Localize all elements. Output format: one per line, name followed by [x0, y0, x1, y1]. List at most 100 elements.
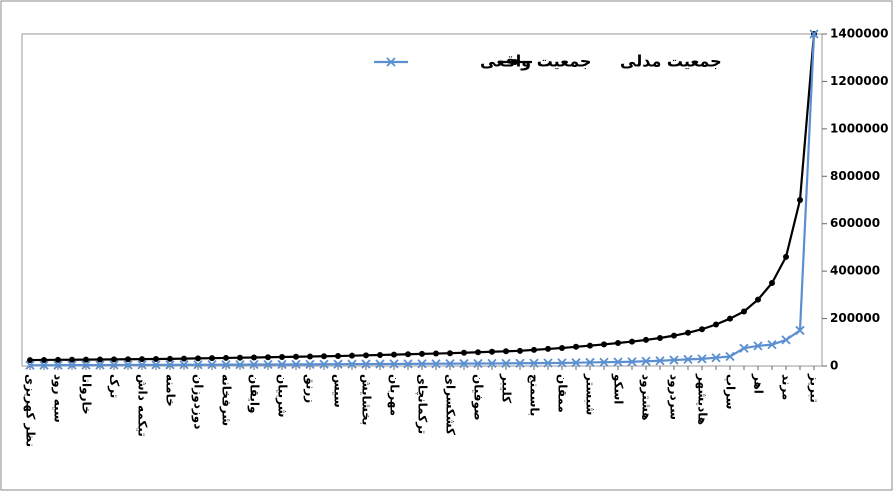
point: [529, 358, 539, 368]
point: [459, 358, 469, 369]
point: [25, 360, 35, 370]
point: [515, 358, 525, 368]
x-tick-label: شبستر: [584, 373, 598, 415]
point: [67, 360, 77, 370]
x-tick-label: ترک: [108, 374, 122, 398]
point: [223, 354, 229, 361]
point: [711, 353, 721, 363]
point: [741, 308, 747, 315]
x-tick-label: تبریز: [808, 373, 822, 403]
x-tick-label: اسکو: [611, 373, 626, 404]
point: [221, 359, 231, 370]
y-tick-label: 200000: [830, 311, 880, 325]
point: [809, 29, 819, 39]
x-tick-label: تیکمه داش: [136, 374, 150, 437]
point: [781, 335, 791, 345]
point: [95, 360, 105, 370]
point: [125, 356, 131, 363]
point: [755, 296, 761, 303]
point: [55, 356, 61, 363]
point: [195, 355, 201, 362]
point: [685, 329, 691, 336]
x-tick-label: هشترود: [639, 374, 654, 421]
point: [279, 353, 285, 360]
point: [151, 360, 161, 370]
y-tick-label: 600000: [830, 216, 880, 230]
y-tick-label: 400000: [830, 264, 880, 278]
point: [557, 358, 567, 368]
y-tick-label: 0: [830, 359, 838, 373]
point: [627, 357, 637, 367]
x-tick-label: زرنق: [304, 374, 318, 403]
point: [27, 357, 33, 364]
point: [713, 321, 719, 328]
point: [81, 360, 91, 370]
x-tick-label: شرفخانه: [220, 374, 234, 426]
x-tick-label: شربیان: [276, 374, 290, 417]
point: [601, 341, 607, 348]
point: [487, 358, 497, 369]
point: [111, 356, 117, 363]
point: [333, 359, 343, 369]
point: [613, 357, 623, 367]
point: [237, 354, 243, 361]
x-tick-label: هادیشهر: [696, 373, 710, 425]
point: [377, 351, 383, 358]
point: [417, 359, 427, 369]
point: [139, 356, 145, 363]
x-tick-label: کلیبر: [500, 373, 514, 403]
point: [797, 197, 803, 203]
x-tick-label: مهربان: [388, 374, 402, 416]
point: [669, 355, 679, 365]
point: [165, 360, 175, 370]
point: [137, 360, 147, 370]
point: [629, 338, 635, 345]
x-tick-label: اهر: [752, 373, 766, 394]
x-tick-label: مرند: [780, 374, 794, 400]
point: [277, 359, 287, 370]
point: [305, 359, 315, 369]
point: [321, 353, 327, 360]
x-tick-label: خامنه: [164, 374, 178, 407]
point: [83, 356, 89, 363]
x-tick-label: ممقان: [556, 374, 570, 413]
point: [671, 332, 677, 339]
point: [419, 350, 425, 357]
legend-label: جمعیت واقعی: [480, 52, 591, 71]
point: [375, 359, 385, 369]
point: [461, 349, 467, 356]
point: [265, 354, 271, 361]
point: [517, 347, 523, 354]
x-tick-label: باسمنج: [528, 374, 542, 416]
x-tick-label: دوزدوزان: [191, 374, 206, 429]
x-tick-label: بخشایش: [360, 374, 374, 425]
point: [641, 356, 651, 366]
x-tick-label: خاروانا: [79, 374, 94, 415]
point: [251, 354, 257, 361]
point: [615, 339, 621, 346]
point: [53, 360, 63, 370]
point: [683, 354, 693, 364]
point: [386, 57, 396, 67]
point: [363, 352, 369, 359]
point: [725, 351, 735, 362]
point: [39, 360, 49, 370]
x-tick-label: وایقان: [247, 374, 262, 413]
y-tick-label: 1400000: [830, 27, 888, 41]
x-tick-label: سراب: [724, 374, 738, 409]
point: [249, 359, 259, 370]
point: [531, 346, 537, 353]
x-tick-label: سردرود: [667, 374, 682, 420]
point: [307, 353, 313, 360]
point: [501, 358, 511, 368]
x-tick-label: سیس: [332, 374, 346, 408]
point: [573, 343, 579, 350]
point: [181, 355, 187, 362]
point: [349, 352, 355, 359]
point: [585, 357, 595, 368]
point: [69, 356, 75, 363]
point: [347, 359, 357, 369]
point: [291, 359, 301, 370]
